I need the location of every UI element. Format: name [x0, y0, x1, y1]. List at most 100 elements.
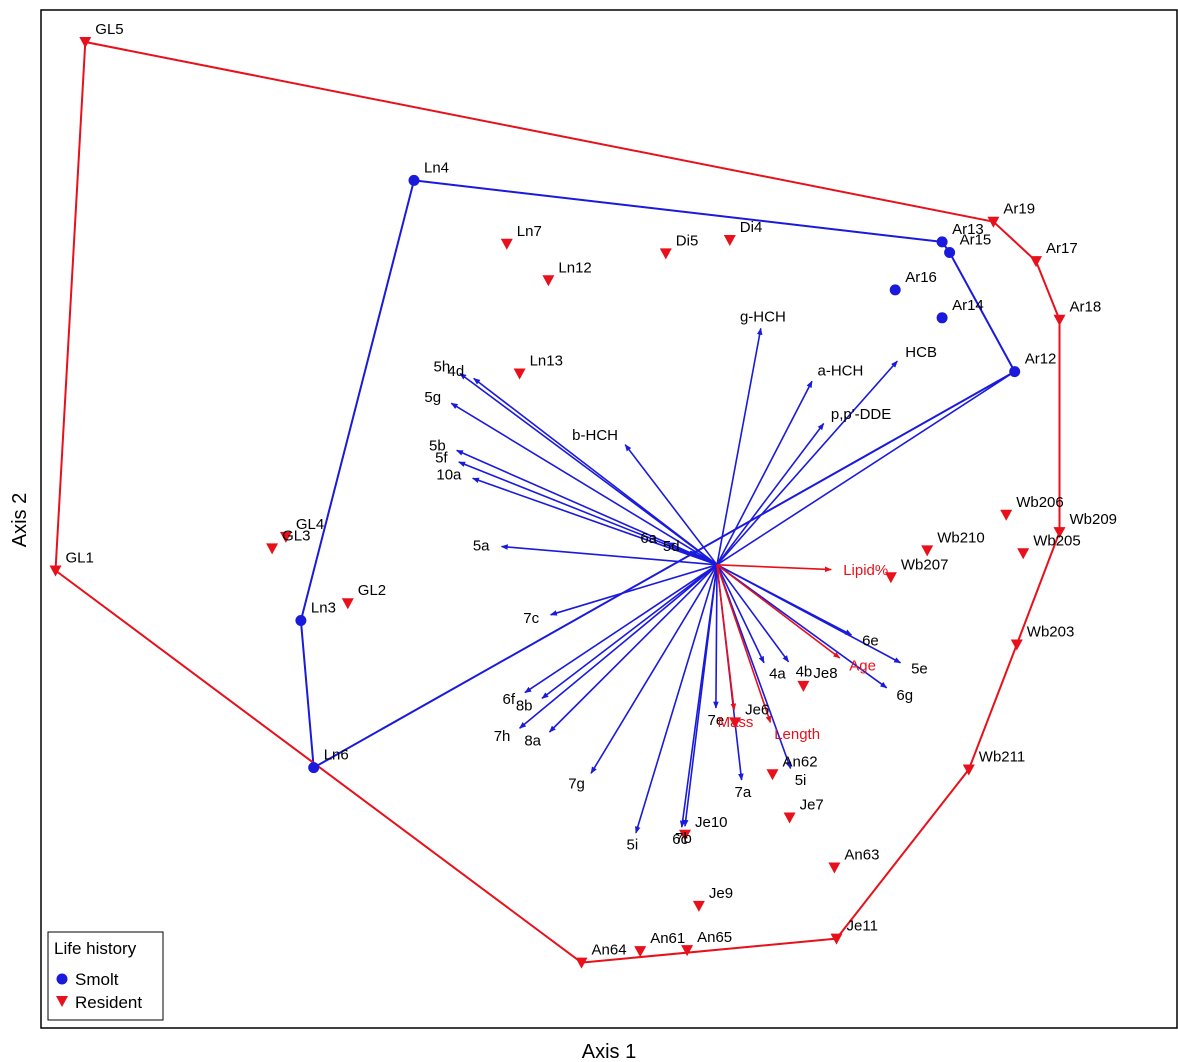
vector-label-length: Length: [774, 726, 820, 743]
vector-4a: [716, 564, 765, 664]
vector-7e: [713, 564, 719, 709]
point-je10: [679, 829, 691, 841]
vector-label-mass: Mass: [718, 714, 754, 731]
point-ln3: [295, 615, 307, 626]
vector-5i: [635, 564, 718, 834]
point-ar14: [936, 312, 948, 324]
vector-layer: [450, 327, 1016, 834]
vector-label-4d: 4d: [448, 363, 465, 380]
point-label-an62: An62: [783, 753, 818, 770]
vector-6f: [524, 564, 718, 694]
vector-p-p-dde: [716, 422, 825, 566]
vector-4b: [716, 564, 790, 663]
vector-6c: [679, 564, 718, 828]
vector-label-age: Age: [849, 657, 876, 674]
point-label-je6: Je6: [745, 701, 769, 718]
vector-label-6e: 6e: [862, 633, 879, 650]
point-label-gl5: GL5: [95, 21, 123, 38]
hull-layer: [54, 41, 1061, 964]
point-label-je9: Je9: [709, 885, 733, 902]
point-label-an65: An65: [697, 929, 732, 946]
vector-5g: [450, 402, 718, 566]
point-wb211: [962, 764, 975, 776]
vector-7h: [519, 564, 718, 729]
vector-label-7h: 7h: [494, 728, 511, 745]
point-ar12: [1009, 366, 1021, 378]
vector-label-6g: 6g: [896, 687, 913, 704]
vector-label-8a: 8a: [524, 733, 541, 750]
vector-8b: [541, 564, 718, 700]
point-label-an64: An64: [592, 942, 627, 959]
point-label-ar12: Ar12: [1025, 351, 1057, 368]
point-an62: [766, 769, 779, 781]
legend-smolt-label: Smolt: [75, 970, 119, 989]
vector-label-a-hch: a-HCH: [818, 363, 864, 380]
point-label-ln6: Ln6: [324, 747, 349, 764]
vector-label-5g: 5g: [424, 389, 441, 406]
legend-resident-marker: [56, 996, 68, 1007]
point-label-je8: Je8: [813, 665, 837, 682]
legend-smolt-marker: [56, 973, 68, 985]
vector-label-lipid-: Lipid%: [843, 562, 888, 579]
vector-label-b-hch: b-HCH: [572, 427, 618, 444]
point-label-ar14: Ar14: [952, 297, 984, 314]
point-label-ar15: Ar15: [960, 232, 992, 249]
point-label-gl2: GL2: [358, 582, 386, 599]
point-ln12: [542, 275, 555, 287]
point-an65: [681, 945, 694, 957]
point-ar15: [944, 247, 956, 258]
point-label-di5: Di5: [676, 232, 699, 249]
vector-label-4b: 4b: [796, 664, 813, 681]
legend: Life history Smolt Resident: [47, 931, 164, 1021]
point-label-je11: Je11: [847, 918, 878, 935]
point-label-ar13: Ar13: [952, 221, 984, 238]
point-label-an61: An61: [650, 930, 685, 947]
point-an64: [575, 957, 588, 969]
vector-label-5i: 5i: [627, 836, 639, 853]
legend-title: Life history: [54, 939, 137, 958]
vector-label-5f: 5f: [435, 450, 448, 467]
point-ln4: [408, 174, 420, 186]
point-label-ln7: Ln7: [517, 223, 542, 240]
vector-label-5b: 5b: [429, 438, 446, 455]
point-di4: [723, 235, 736, 246]
point-ln7: [500, 238, 513, 250]
vector-8a: [548, 564, 718, 733]
point-an61: [634, 946, 647, 958]
point-ar13: [936, 236, 948, 248]
point-label-wb206: Wb206: [1016, 494, 1064, 511]
point-ln6: [308, 762, 320, 774]
point-label-ln13: Ln13: [530, 353, 563, 370]
vector-a-hch: [716, 380, 813, 566]
vector-label-6f: 6f: [502, 691, 515, 708]
vector-label-p-p-dde: p,p'-DDE: [831, 406, 891, 423]
point-an63: [828, 862, 841, 874]
point-label-gl1: GL1: [66, 550, 94, 567]
vector-label-7c: 7c: [523, 610, 539, 627]
vector-g-hch: [716, 327, 763, 565]
vector-label-7b: 7b: [675, 830, 692, 847]
point-wb205: [1017, 548, 1030, 560]
y-axis-title: Axis 2: [9, 493, 31, 547]
point-label-ln3: Ln3: [311, 600, 336, 617]
point-wb207: [884, 572, 897, 584]
point-ar17: [1030, 256, 1042, 268]
point-wb209: [1053, 527, 1066, 539]
point-je11: [830, 933, 843, 945]
point-je6: [729, 717, 742, 729]
point-je7: [783, 812, 796, 824]
point-wb210: [921, 545, 934, 557]
vector-label-7e: 7e: [708, 712, 725, 729]
point-label-wb209: Wb209: [1070, 511, 1118, 528]
vector-label-7g: 7g: [568, 776, 585, 793]
vector-label-4a: 4a: [769, 666, 786, 683]
point-label-ln4: Ln4: [424, 159, 449, 176]
point-ar18: [1053, 314, 1066, 326]
point-label-wb203: Wb203: [1027, 624, 1075, 641]
point-gl1: [49, 565, 62, 577]
vector-label-5h: 5h: [434, 358, 451, 375]
vector-10a: [472, 477, 718, 566]
vector-6a: [667, 541, 718, 566]
vector-label-5i: 5i: [795, 772, 807, 789]
